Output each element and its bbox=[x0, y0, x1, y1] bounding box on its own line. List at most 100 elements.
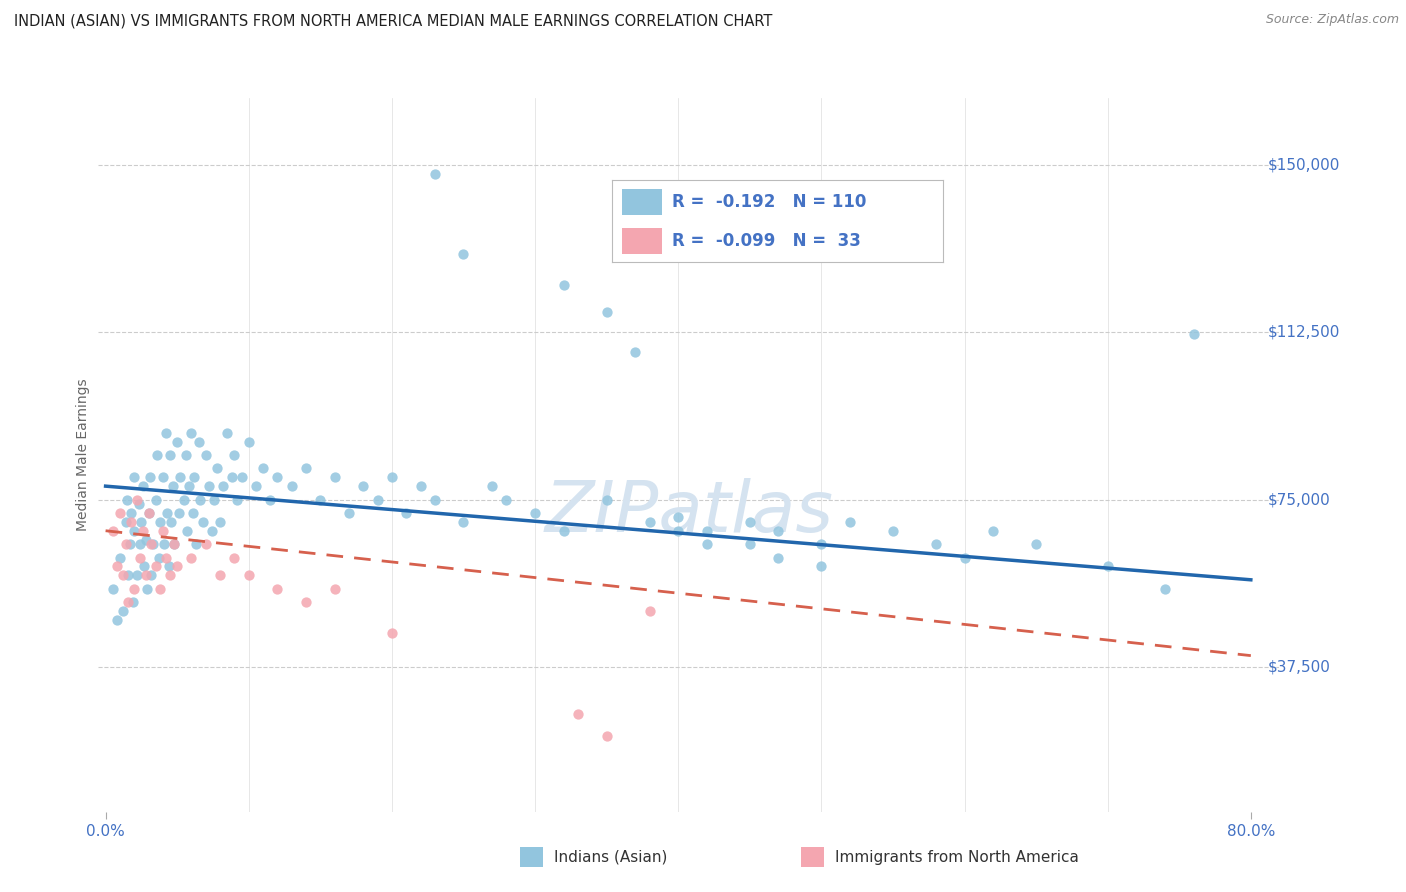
Point bbox=[152, 524, 174, 538]
Point bbox=[224, 448, 246, 462]
Point bbox=[245, 479, 267, 493]
Point bbox=[149, 515, 172, 529]
Point bbox=[117, 568, 139, 582]
Point bbox=[122, 582, 145, 596]
Point bbox=[160, 515, 183, 529]
Point bbox=[696, 524, 718, 538]
Point bbox=[135, 533, 157, 547]
Point bbox=[145, 492, 167, 507]
Point bbox=[148, 550, 170, 565]
Point bbox=[139, 470, 162, 484]
Point bbox=[295, 461, 318, 475]
Text: ZIPatlas: ZIPatlas bbox=[544, 477, 834, 547]
Point bbox=[129, 550, 152, 565]
Point bbox=[224, 550, 246, 565]
Point bbox=[163, 537, 186, 551]
Point bbox=[524, 506, 547, 520]
Point bbox=[666, 524, 689, 538]
Point bbox=[925, 537, 948, 551]
Point bbox=[105, 613, 128, 627]
Point bbox=[453, 515, 475, 529]
Text: Source: ZipAtlas.com: Source: ZipAtlas.com bbox=[1265, 13, 1399, 27]
Text: $37,500: $37,500 bbox=[1267, 659, 1330, 674]
Text: Immigrants from North America: Immigrants from North America bbox=[835, 850, 1078, 864]
Point bbox=[409, 479, 432, 493]
Point bbox=[1025, 537, 1047, 551]
Point bbox=[135, 568, 157, 582]
Point bbox=[295, 595, 318, 609]
Point bbox=[423, 167, 446, 181]
Point bbox=[1182, 327, 1205, 342]
Point bbox=[134, 559, 156, 574]
Point bbox=[138, 506, 160, 520]
Point bbox=[209, 515, 232, 529]
Point bbox=[132, 524, 155, 538]
Point bbox=[238, 434, 260, 449]
Point bbox=[132, 479, 155, 493]
Point bbox=[738, 515, 761, 529]
Point bbox=[159, 568, 181, 582]
Point bbox=[181, 506, 204, 520]
Point bbox=[226, 492, 249, 507]
Point bbox=[352, 479, 374, 493]
Point bbox=[768, 524, 790, 538]
Text: $112,500: $112,500 bbox=[1267, 325, 1340, 340]
Point bbox=[238, 568, 260, 582]
Point bbox=[367, 492, 389, 507]
Point bbox=[118, 537, 141, 551]
Point bbox=[141, 568, 163, 582]
Point bbox=[101, 524, 124, 538]
Point bbox=[453, 247, 475, 261]
Point bbox=[180, 425, 202, 440]
Point bbox=[595, 305, 617, 319]
Point bbox=[595, 729, 617, 743]
Point bbox=[156, 506, 179, 520]
Point bbox=[184, 537, 207, 551]
Point bbox=[136, 582, 159, 596]
Point bbox=[323, 470, 346, 484]
Point bbox=[191, 515, 214, 529]
Point bbox=[638, 604, 661, 618]
Point bbox=[176, 524, 198, 538]
Point bbox=[180, 550, 202, 565]
Point bbox=[111, 604, 134, 618]
Point bbox=[111, 568, 134, 582]
Point bbox=[101, 582, 124, 596]
Point bbox=[666, 510, 689, 524]
Point bbox=[155, 550, 177, 565]
Point bbox=[200, 524, 222, 538]
Point bbox=[553, 524, 575, 538]
Point bbox=[145, 559, 167, 574]
Point bbox=[839, 515, 862, 529]
Point bbox=[259, 492, 281, 507]
Text: Indians (Asian): Indians (Asian) bbox=[554, 850, 668, 864]
Point bbox=[117, 595, 139, 609]
Point bbox=[738, 537, 761, 551]
Point bbox=[169, 470, 191, 484]
Point bbox=[323, 582, 346, 596]
Point bbox=[202, 492, 225, 507]
Point bbox=[122, 524, 145, 538]
Point bbox=[624, 345, 647, 359]
Point bbox=[768, 550, 790, 565]
Point bbox=[381, 470, 404, 484]
Point bbox=[173, 492, 195, 507]
Point bbox=[309, 492, 332, 507]
Y-axis label: Median Male Earnings: Median Male Earnings bbox=[76, 378, 90, 532]
Point bbox=[166, 434, 188, 449]
Point bbox=[953, 550, 976, 565]
Point bbox=[495, 492, 517, 507]
Point bbox=[174, 448, 197, 462]
Text: INDIAN (ASIAN) VS IMMIGRANTS FROM NORTH AMERICA MEDIAN MALE EARNINGS CORRELATION: INDIAN (ASIAN) VS IMMIGRANTS FROM NORTH … bbox=[14, 13, 772, 29]
Point bbox=[125, 568, 148, 582]
Point bbox=[157, 559, 180, 574]
Point bbox=[1097, 559, 1119, 574]
Point bbox=[217, 425, 239, 440]
Point bbox=[696, 537, 718, 551]
Point bbox=[162, 479, 184, 493]
Point bbox=[194, 448, 217, 462]
Point bbox=[567, 706, 589, 721]
Point bbox=[163, 537, 186, 551]
Point bbox=[122, 470, 145, 484]
Point bbox=[252, 461, 274, 475]
